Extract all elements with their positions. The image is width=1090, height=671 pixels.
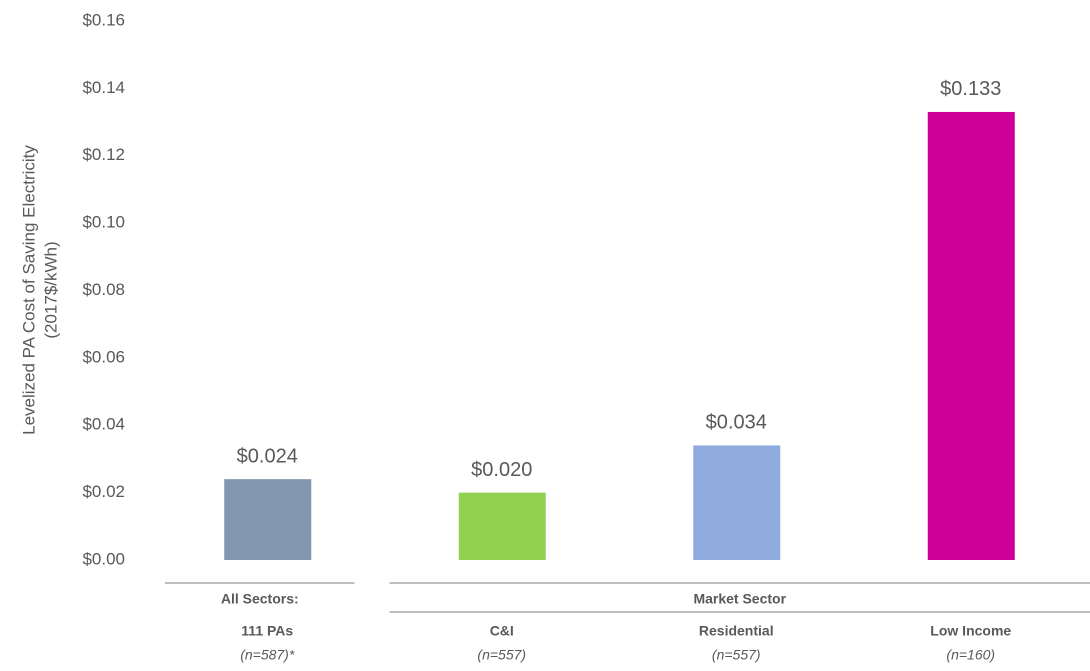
value-label: $0.020 bbox=[471, 459, 532, 481]
y-tick-label: $0.06 bbox=[82, 347, 125, 366]
group-label: All Sectors: bbox=[221, 591, 299, 607]
value-label: $0.133 bbox=[940, 78, 1001, 100]
y-tick-label: $0.10 bbox=[82, 213, 125, 232]
bar bbox=[693, 445, 781, 560]
value-label: $0.034 bbox=[706, 412, 767, 434]
bar bbox=[224, 479, 312, 560]
x-tick-note: (n=557) bbox=[712, 647, 761, 663]
y-axis-title-line: Levelized PA Cost of Saving Electricity bbox=[19, 145, 38, 435]
y-tick-label: $0.02 bbox=[82, 482, 125, 501]
y-axis-title-line: (2017$/kWh) bbox=[41, 241, 60, 338]
y-axis-title: Levelized PA Cost of Saving Electricity … bbox=[19, 145, 60, 435]
x-tick-note: (n=587)* bbox=[240, 647, 295, 663]
bar bbox=[458, 492, 546, 560]
value-label: $0.024 bbox=[237, 445, 298, 467]
x-tick-label: Residential bbox=[699, 623, 774, 639]
y-tick-label: $0.14 bbox=[82, 78, 125, 97]
bar bbox=[927, 111, 1015, 561]
x-tick-label: 111 PAs bbox=[241, 623, 293, 639]
x-tick-label: Low Income bbox=[930, 623, 1011, 639]
y-tick-label: $0.00 bbox=[82, 549, 125, 568]
x-tick-label: C&I bbox=[490, 623, 514, 639]
x-tick-note: (n=160) bbox=[946, 647, 995, 663]
group-label: Market Sector bbox=[693, 591, 786, 607]
y-tick-label: $0.12 bbox=[82, 145, 125, 164]
y-tick-label: $0.08 bbox=[82, 280, 125, 299]
y-tick-label: $0.16 bbox=[82, 10, 125, 29]
y-tick-label: $0.04 bbox=[82, 415, 125, 434]
x-tick-note: (n=557) bbox=[477, 647, 526, 663]
